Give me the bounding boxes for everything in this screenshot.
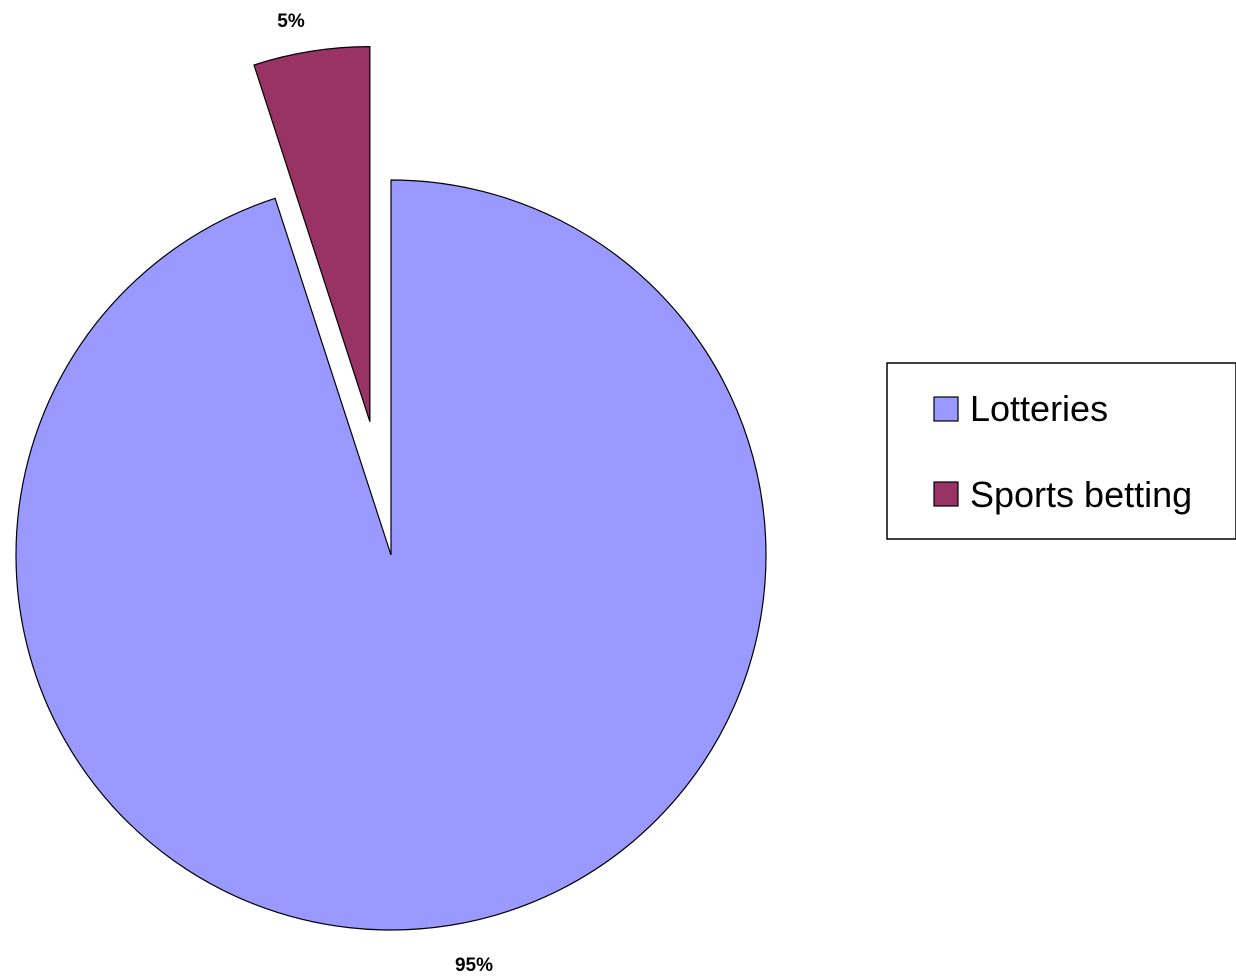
data-label-sports-betting: 5% — [277, 11, 305, 32]
pie-slice-sports-betting — [253, 46, 371, 422]
legend-swatch-sports-betting — [933, 481, 959, 507]
data-label-lotteries: 95% — [455, 955, 493, 976]
legend-label-sports-betting: Sports betting — [970, 474, 1192, 515]
legend-swatch-lotteries — [933, 396, 959, 422]
legend-label-lotteries: Lotteries — [970, 388, 1108, 429]
data-labels: 95% 5% — [277, 11, 493, 976]
pie-slice-lotteries — [15, 179, 767, 931]
legend-entry-lotteries: Lotteries — [933, 388, 1108, 429]
legend-box — [886, 362, 1236, 540]
pie-slices — [15, 46, 767, 931]
legend: Lotteries Sports betting — [886, 362, 1236, 540]
legend-entry-sports-betting: Sports betting — [933, 474, 1192, 515]
